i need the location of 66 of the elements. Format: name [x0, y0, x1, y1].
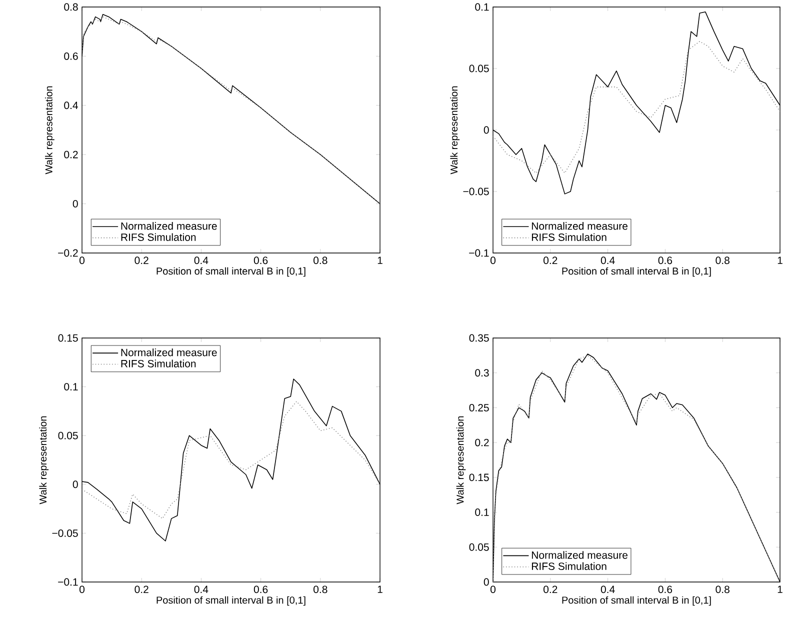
x-tick-label: 0.2	[134, 586, 148, 594]
legend-label: Normalized measure	[532, 222, 628, 230]
y-tick-label: 0.35	[469, 334, 489, 342]
legend-label: RIFS Simulation	[532, 562, 606, 570]
x-tick-label: 0.4	[194, 586, 208, 594]
x-tick-label: 0.8	[716, 586, 730, 594]
y-tick-label: −0.05	[52, 529, 78, 537]
x-tick-label: 0	[490, 586, 496, 594]
x-tick-label: 0.2	[544, 256, 558, 264]
y-tick-label: 0.1	[64, 383, 78, 391]
y-tick-label: 0.1	[475, 3, 489, 11]
y-tick-label: 0.3	[475, 369, 489, 377]
line-series	[493, 41, 780, 174]
y-tick-label: 0	[72, 200, 78, 208]
x-tick-label: 1	[778, 256, 782, 264]
y-tick-label: 0.05	[469, 543, 489, 551]
x-axis-title: Position of small interval B in [0,1]	[562, 267, 711, 277]
x-tick-label: 1	[778, 586, 782, 593]
y-tick-label: 0.05	[58, 432, 78, 440]
y-tick-label: 0.1	[475, 508, 489, 516]
x-tick-label: 0.2	[134, 256, 148, 264]
x-tick-label: 0.8	[314, 586, 328, 594]
x-tick-label: 0	[79, 586, 85, 594]
y-tick-label: −0.2	[58, 249, 78, 257]
x-tick-label: 0.8	[716, 256, 730, 264]
x-tick-label: 0.4	[194, 256, 208, 264]
x-axis-title: Position of small interval B in [0,1]	[156, 596, 306, 606]
x-tick-label: 0.4	[600, 586, 615, 594]
y-tick-label: 0.2	[475, 438, 489, 446]
y-tick-label: 0.2	[64, 150, 78, 158]
legend-label: Normalized measure	[121, 348, 217, 356]
x-tick-label: 0.6	[658, 586, 672, 594]
legend-label: RIFS Simulation	[532, 233, 606, 241]
y-axis-title: Walk representation	[456, 416, 466, 504]
y-tick-label: −0.1	[58, 578, 78, 586]
x-tick-label: 0.8	[314, 256, 328, 264]
x-tick-label: 0.6	[254, 586, 268, 594]
y-tick-label: 0	[484, 578, 489, 586]
x-tick-label: 0	[79, 256, 85, 264]
x-tick-label: 1	[378, 256, 382, 264]
x-tick-label: 0	[490, 256, 496, 264]
y-axis-title: Walk representation	[45, 86, 54, 174]
x-tick-label: 0.6	[254, 256, 268, 264]
legend-label: RIFS Simulation	[121, 360, 196, 368]
y-tick-label: 0.8	[64, 3, 78, 11]
legend-label: Normalized measure	[532, 551, 628, 559]
y-tick-label: −0.05	[463, 188, 489, 196]
x-tick-label: 0.6	[658, 256, 672, 264]
x-tick-label: 0.2	[544, 586, 558, 594]
y-tick-label: 0.25	[469, 404, 489, 412]
y-tick-label: 0.4	[64, 102, 78, 110]
x-tick-label: 0.4	[600, 256, 615, 264]
y-axis-title: Walk representation	[450, 86, 460, 174]
y-tick-label: 0.15	[58, 334, 78, 342]
y-tick-label: 0	[72, 480, 78, 488]
y-tick-label: 0.15	[469, 474, 489, 482]
y-axis-title: Walk representation	[39, 416, 49, 504]
y-tick-label: 0	[484, 126, 489, 134]
legend-label: Normalized measure	[121, 222, 217, 230]
x-axis-title: Position of small interval B in [0,1]	[156, 267, 306, 277]
y-tick-label: 0.05	[469, 64, 489, 72]
legend-label: RIFS Simulation	[121, 233, 196, 241]
x-tick-label: 1	[378, 586, 382, 593]
x-axis-title: Position of small interval B in [0,1]	[562, 596, 711, 606]
y-tick-label: 0.6	[64, 52, 78, 60]
y-tick-label: −0.1	[469, 249, 489, 257]
